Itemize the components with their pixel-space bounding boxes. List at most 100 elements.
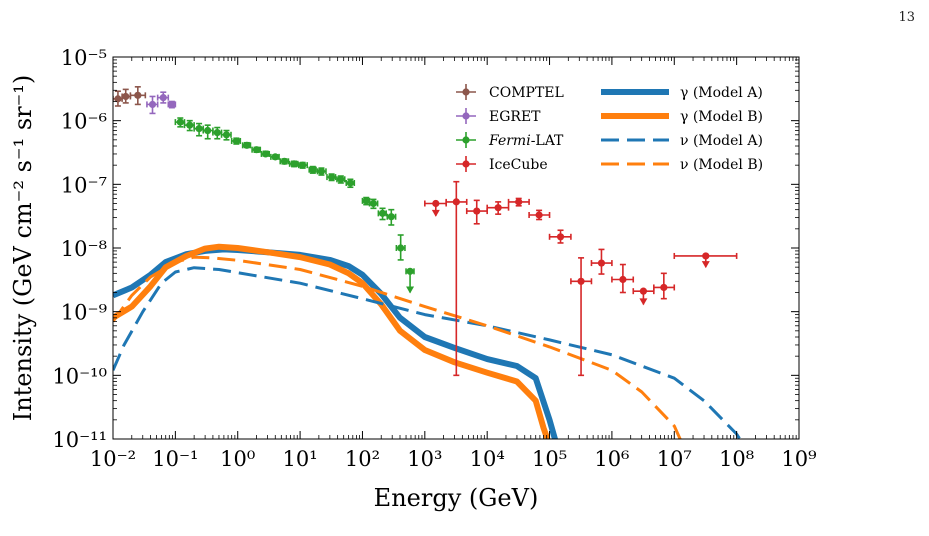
data-point-EGRET xyxy=(156,91,170,104)
marker xyxy=(515,198,523,206)
legend-entry-ν (Model B): ν (Model B) xyxy=(601,157,763,173)
legend-entry-Fermi-LAT: Fermi-LAT xyxy=(456,132,564,149)
model-curve-ν (Model A) xyxy=(113,266,742,439)
data-point-Fermi-LAT xyxy=(279,157,290,165)
legend-label: Fermi-LAT xyxy=(488,133,564,149)
y-axis-title: Intensity (GeV cm⁻² s⁻¹ sr⁻¹) xyxy=(9,75,37,422)
data-point-IceCube xyxy=(507,197,530,207)
marker xyxy=(577,277,585,285)
data-point-Fermi-LAT xyxy=(326,173,337,182)
marker xyxy=(148,100,157,109)
data-point-IceCube xyxy=(465,199,488,225)
data-point-Fermi-LAT xyxy=(308,165,317,174)
legend-marker xyxy=(462,88,470,96)
marker xyxy=(186,121,194,129)
data-point-Fermi-LAT xyxy=(405,267,415,294)
data-point-EGRET xyxy=(167,100,177,109)
y-tick-label: 10⁻¹⁰ xyxy=(52,364,107,388)
data-point-Fermi-LAT xyxy=(288,160,299,168)
data-point-IceCube xyxy=(653,272,676,300)
data-point-IceCube xyxy=(486,201,510,215)
x-tick-label: 10⁻² xyxy=(90,447,136,471)
marker xyxy=(432,199,440,208)
data-point-Fermi-LAT xyxy=(336,175,346,184)
marker xyxy=(195,125,203,133)
marker xyxy=(378,209,387,217)
marker xyxy=(222,131,231,139)
data-point-Fermi-LAT xyxy=(345,178,356,189)
marker xyxy=(299,161,307,169)
x-tick-label: 10⁰ xyxy=(220,447,255,471)
upper-limit-arrow xyxy=(406,286,415,294)
marker xyxy=(346,179,354,187)
x-tick-label: 10⁸ xyxy=(719,447,754,471)
data-point-Fermi-LAT xyxy=(297,161,308,169)
marker xyxy=(204,126,212,135)
data-point-Fermi-LAT xyxy=(386,208,397,226)
legend-label: ν (Model A) xyxy=(680,133,763,149)
data-point-IceCube xyxy=(570,257,593,377)
marker xyxy=(262,150,270,158)
axes: 10⁻² 10⁻¹ 10⁰ 10¹ 10² 10³ 10⁴ 10⁵ 10⁶ 10⁷ 10⁸ 10⁹ 10… xyxy=(52,46,816,471)
marker xyxy=(494,204,502,212)
page-number: 13 xyxy=(898,10,915,25)
model-curve-γ (Model A) xyxy=(113,246,559,439)
marker xyxy=(252,146,261,154)
legend-label: ν (Model B) xyxy=(680,157,763,173)
data-point-Fermi-LAT xyxy=(316,167,327,176)
x-tick-label: 10⁵ xyxy=(532,447,567,471)
data-point-Fermi-LAT xyxy=(368,198,379,210)
data-point-Fermi-LAT xyxy=(220,129,232,141)
y-tick-label: 10⁻¹¹ xyxy=(52,428,107,452)
marker xyxy=(280,157,288,165)
x-tick-label: 10⁷ xyxy=(657,447,692,471)
y-tick-label: 10⁻⁷ xyxy=(61,173,107,197)
data-point-Fermi-LAT xyxy=(395,234,406,261)
data-point-IceCube xyxy=(548,229,572,244)
x-tick-label: 10² xyxy=(345,447,380,471)
data-point-Fermi-LAT xyxy=(212,126,223,140)
marker xyxy=(232,137,240,145)
marker xyxy=(114,95,122,103)
marker xyxy=(159,94,167,102)
marker xyxy=(168,100,176,109)
marker xyxy=(362,197,370,205)
legend-marker xyxy=(462,112,470,120)
data-point-Fermi-LAT xyxy=(174,117,186,128)
x-tick-label: 10¹ xyxy=(283,447,318,471)
marker xyxy=(397,244,405,252)
y-tick-label: 10⁻⁶ xyxy=(61,110,107,134)
data-point-COMPTEL xyxy=(121,88,132,104)
marker xyxy=(702,252,710,260)
legend-entry-γ (Model B): γ (Model B) xyxy=(601,109,763,125)
marker xyxy=(134,91,142,99)
data-points xyxy=(113,86,738,377)
data-point-IceCube xyxy=(611,263,635,294)
data-point-IceCube xyxy=(673,252,738,269)
x-axis-title: Energy (GeV) xyxy=(374,484,539,512)
y-tick-label: 10⁻⁹ xyxy=(61,301,107,325)
x-tick-label: 10⁻¹ xyxy=(152,447,198,471)
marker xyxy=(619,275,627,284)
data-point-Fermi-LAT xyxy=(270,153,280,161)
x-tick-label: 10³ xyxy=(407,447,442,471)
y-tick-label: 10⁻⁸ xyxy=(61,237,107,261)
marker xyxy=(406,267,414,275)
model-curves xyxy=(113,243,742,439)
upper-limit-arrow xyxy=(701,261,710,269)
legend-entry-γ (Model A): γ (Model A) xyxy=(601,85,763,101)
data-point-Fermi-LAT xyxy=(183,119,195,132)
x-tick-label: 10⁹ xyxy=(781,447,816,471)
x-tick-label: 10⁶ xyxy=(594,447,629,471)
marker xyxy=(271,153,279,161)
legend-marker xyxy=(462,136,470,144)
model-curve-ν (Model B) xyxy=(113,255,682,439)
data-point-IceCube xyxy=(445,180,468,377)
marker xyxy=(556,233,565,241)
marker xyxy=(290,160,298,168)
marker xyxy=(317,167,326,175)
data-point-EGRET xyxy=(146,95,159,115)
data-point-Fermi-LAT xyxy=(202,124,214,140)
legend-entry-ν (Model A): ν (Model A) xyxy=(601,133,763,149)
